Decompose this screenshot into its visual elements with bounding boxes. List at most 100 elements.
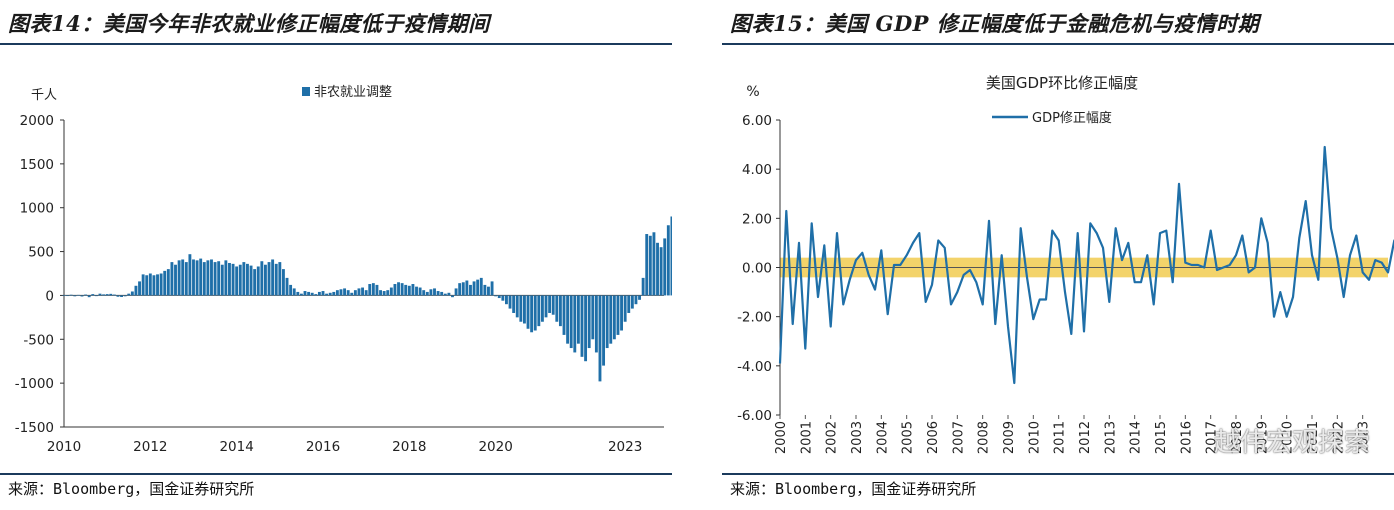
left-bar: [400, 283, 404, 296]
left-bar: [461, 282, 465, 296]
left-bar: [382, 291, 386, 296]
left-bar: [177, 260, 181, 296]
left-bar: [512, 295, 516, 313]
right-x-tick-label: 2023: [1357, 421, 1372, 454]
left-bar: [656, 242, 659, 296]
left-bar: [609, 295, 613, 344]
left-bar: [127, 293, 131, 296]
left-bar: [573, 295, 577, 353]
left-bar: [350, 292, 354, 296]
right-x-tick-label: 2020: [1281, 421, 1296, 454]
left-bar: [184, 262, 188, 296]
left-top-rule: [0, 43, 672, 45]
left-bar: [213, 262, 217, 296]
left-bar: [638, 295, 641, 300]
left-bar: [612, 295, 616, 340]
left-bar: [91, 294, 95, 296]
left-bar: [192, 259, 195, 296]
left-bar: [170, 262, 174, 296]
left-bar: [199, 258, 203, 296]
watermark-text: 越伟宏观探索: [1213, 428, 1370, 458]
left-bar: [69, 294, 73, 296]
left-bar: [105, 294, 109, 296]
left-bar: [598, 295, 602, 382]
left-bar: [587, 295, 591, 349]
right-y-tick-label: 0.00: [742, 261, 772, 277]
left-bar: [433, 288, 436, 296]
left-bar: [130, 291, 134, 296]
right-x-tick-label: 2001: [799, 421, 814, 454]
left-bar: [195, 260, 199, 296]
left-bar: [253, 269, 257, 296]
left-bar: [353, 290, 357, 296]
left-bar: [249, 265, 253, 296]
right-x-tick-label: 2017: [1205, 421, 1220, 454]
left-bar: [281, 269, 285, 296]
left-bar: [555, 295, 559, 322]
left-bar: [87, 295, 91, 298]
left-bar: [321, 291, 325, 296]
right-y-tick-label: -6.00: [737, 408, 772, 424]
right-top-rule: [722, 43, 1394, 45]
left-bar: [483, 284, 487, 296]
left-bar: [404, 284, 408, 296]
right-x-tick-label: 2013: [1103, 421, 1118, 454]
left-bar: [206, 260, 210, 296]
left-bar: [224, 260, 228, 296]
left-y-tick-label: -1500: [15, 420, 54, 436]
left-panel: 图表14：美国今年非农就业修正幅度低于疫情期间 千人 非农就业调整 2000 1500…: [0, 0, 672, 510]
right-x-tick-label: 2021: [1306, 421, 1321, 454]
left-bar: [605, 295, 609, 349]
left-bar: [94, 295, 98, 297]
left-bar: [630, 295, 634, 309]
left-bar: [328, 292, 332, 296]
left-bar: [659, 247, 663, 296]
right-line-chart: 美国GDP环比修正幅度% GDP修正幅度 6.00 4.00 2.00 0.00 -2.00…: [737, 74, 1394, 454]
left-bar: [299, 293, 303, 296]
right-x-tick-label: 2002: [825, 421, 840, 454]
left-y-tick-label: 0: [45, 288, 54, 304]
left-bar: [267, 262, 271, 296]
right-bottom-rule: [722, 473, 1394, 475]
left-bar: [141, 274, 145, 296]
right-y-tick-label: -4.00: [737, 359, 772, 375]
left-bar: [231, 263, 235, 296]
left-bar: [515, 295, 519, 318]
left-bar: [228, 262, 231, 296]
left-bar: [188, 254, 192, 296]
left-bar: [591, 295, 595, 340]
left-bar: [558, 295, 562, 327]
left-bar: [264, 264, 267, 296]
left-bar: [292, 288, 296, 296]
left-bar: [494, 295, 498, 297]
left-x-tick-label: 2010: [47, 439, 81, 455]
left-bar: [238, 264, 242, 296]
right-x-tick-label: 2004: [875, 421, 890, 454]
right-x-tick-label: 2011: [1053, 421, 1068, 454]
left-bar: [343, 288, 347, 296]
left-bar: [357, 288, 361, 296]
left-bar: [497, 295, 501, 299]
left-bar: [569, 295, 573, 349]
left-bottom-rule: [0, 473, 672, 475]
left-bar: [317, 291, 321, 296]
left-y-tick-label: -1000: [15, 376, 54, 392]
left-bar: [335, 290, 339, 296]
left-bar: [134, 285, 138, 296]
left-bar: [537, 295, 541, 327]
left-bar: [580, 295, 584, 357]
left-bar: [620, 295, 623, 331]
left-bar: [551, 295, 555, 315]
right-figure-title: 图表15：美国 GDP 修正幅度低于金融危机与疫情时期: [730, 11, 1260, 36]
left-bar: [66, 295, 70, 297]
left-bar: [389, 287, 393, 296]
left-bar: [339, 289, 343, 296]
left-bar: [533, 295, 537, 331]
left-bar: [648, 235, 652, 296]
right-x-tick-label: 2005: [901, 421, 916, 454]
left-bar: [80, 295, 84, 297]
left-bar: [501, 295, 505, 301]
right-x-tick-label: 2022: [1331, 421, 1346, 454]
left-bar: [346, 290, 350, 296]
left-bar: [256, 266, 260, 296]
